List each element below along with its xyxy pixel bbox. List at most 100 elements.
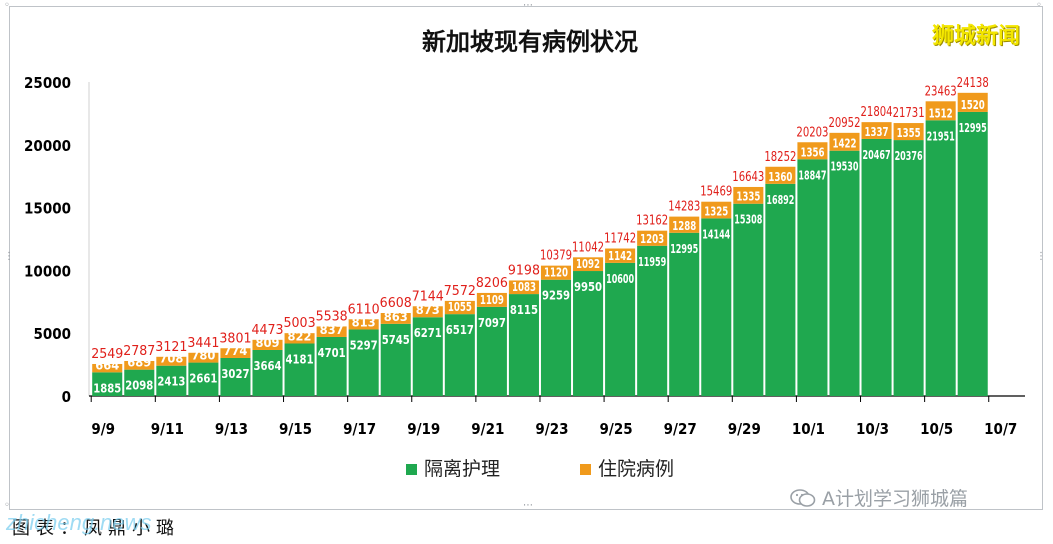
data-label-hospitalized: 863	[384, 310, 408, 324]
data-label-total: 20203	[796, 125, 828, 140]
x-tick-label: 9/21	[471, 420, 504, 438]
y-tick-label: 10000	[24, 262, 71, 280]
x-tick-label: 9/17	[343, 420, 376, 438]
data-label-isolation-care: 5297	[350, 338, 378, 352]
bar-isolation-care	[540, 279, 572, 396]
data-label-isolation-care: 6271	[414, 326, 442, 340]
resize-handle-top[interactable]: ⋯	[523, 0, 533, 11]
bar-isolation-care	[508, 294, 539, 396]
data-label-total: 7144	[412, 289, 444, 304]
data-label-total: 13162	[636, 214, 668, 229]
data-label-total: 11742	[604, 232, 636, 247]
resize-handle-top-left[interactable]: ◦	[4, 0, 10, 11]
data-label-isolation-care: 6517	[446, 323, 474, 337]
x-tick-label: 9/11	[151, 420, 184, 438]
bar-isolation-care	[252, 349, 283, 396]
bar-isolation-care	[573, 271, 604, 396]
bar-hospitalized	[605, 248, 636, 263]
bar-hospitalized	[284, 333, 315, 344]
bar-hospitalized	[765, 166, 796, 184]
data-label-isolation-care: 3664	[253, 359, 282, 373]
data-label-hospitalized: 1335	[736, 190, 760, 204]
bar-isolation-care	[284, 343, 315, 396]
data-label-hospitalized: 1355	[897, 126, 921, 140]
bar-hospitalized	[669, 216, 700, 233]
bar-hospitalized	[573, 257, 604, 272]
resize-handle-right[interactable]: ⋮	[1036, 251, 1046, 262]
data-label-hospitalized: 1109	[480, 293, 504, 307]
data-label-hospitalized: 774	[223, 344, 248, 358]
resize-handle-left[interactable]: ⋮	[4, 251, 14, 262]
bar-hospitalized	[540, 265, 572, 280]
data-label-total: 9198	[508, 263, 540, 278]
data-label-total: 6608	[380, 296, 412, 311]
data-label-hospitalized: 1422	[832, 137, 856, 151]
data-label-hospitalized: 837	[320, 323, 344, 337]
bar-isolation-care	[124, 369, 155, 396]
x-tick-label: 9/15	[279, 420, 312, 438]
data-label-total: 2787	[123, 344, 155, 359]
bar-hospitalized	[124, 360, 155, 370]
bar-isolation-care	[797, 159, 828, 396]
data-label-isolation-care: 20467	[863, 148, 891, 162]
data-label-isolation-care: 16892	[766, 193, 794, 207]
data-label-total: 2549	[91, 347, 123, 362]
data-label-hospitalized: 708	[159, 352, 183, 366]
bar-hospitalized	[637, 230, 668, 246]
bar-hospitalized	[508, 280, 539, 295]
bar-isolation-care	[220, 357, 251, 396]
data-label-total: 21804	[861, 105, 893, 120]
bar-isolation-care	[92, 372, 123, 396]
data-label-total: 7572	[444, 284, 476, 299]
y-tick-label: 5000	[33, 325, 71, 343]
bar-hospitalized	[829, 132, 860, 151]
bar-isolation-care	[829, 150, 860, 396]
x-tick-label: 9/29	[728, 420, 761, 438]
legend-label-isolation-care: 隔离护理	[424, 458, 500, 480]
bar-isolation-care	[637, 245, 668, 396]
x-tick-label: 9/23	[535, 420, 568, 438]
data-label-total: 6110	[348, 302, 380, 317]
data-label-hospitalized: 1120	[544, 266, 568, 280]
data-label-isolation-care: 18847	[798, 168, 826, 182]
data-label-hospitalized: 1520	[961, 98, 985, 112]
data-label-isolation-care: 8115	[510, 303, 538, 317]
site-watermark: zhicheng.news	[6, 510, 152, 535]
bar-hospitalized	[733, 186, 764, 204]
bar-isolation-care	[444, 314, 475, 396]
resize-handle-top-right[interactable]: ◦	[1036, 0, 1042, 11]
bar-hospitalized	[861, 122, 892, 139]
data-label-hospitalized: 873	[416, 303, 440, 317]
bar-isolation-care	[861, 138, 892, 396]
data-label-hospitalized: 1512	[929, 106, 953, 120]
legend-label-hospitalized: 住院病例	[598, 458, 674, 480]
data-label-hospitalized: 809	[256, 336, 280, 350]
data-label-isolation-care: 12995	[959, 121, 987, 135]
x-tick-label: 9/9	[91, 420, 115, 438]
data-label-isolation-care: 14144	[702, 227, 730, 241]
y-tick-label: 0	[62, 388, 71, 406]
data-label-total: 5003	[284, 316, 316, 331]
resize-handle-bottom-left[interactable]: ◦	[4, 500, 10, 511]
data-label-total: 16643	[732, 170, 764, 185]
resize-handle-bottom[interactable]: ⋯	[523, 500, 533, 511]
brand-logo-text: 狮城新闻	[932, 24, 1021, 49]
bar-isolation-care	[733, 203, 764, 396]
data-label-hospitalized: 822	[288, 329, 312, 343]
bar-hospitalized	[252, 339, 283, 350]
data-label-isolation-care: 1885	[93, 381, 121, 395]
legend-swatch-isolation-care	[406, 464, 417, 475]
chart-title: 新加坡现有病例状况	[422, 28, 638, 56]
data-label-hospitalized: 664	[95, 358, 120, 372]
bar-hospitalized	[925, 101, 956, 121]
bar-hospitalized	[893, 123, 924, 141]
data-label-isolation-care: 19530	[830, 160, 858, 174]
y-tick-label: 20000	[24, 137, 71, 155]
x-tick-label: 10/1	[792, 420, 825, 438]
bar-isolation-care	[476, 306, 507, 396]
data-label-hospitalized: 689	[127, 356, 151, 370]
data-label-total: 3441	[187, 336, 219, 351]
bar-isolation-care	[316, 336, 347, 396]
data-label-isolation-care: 2413	[157, 375, 185, 389]
